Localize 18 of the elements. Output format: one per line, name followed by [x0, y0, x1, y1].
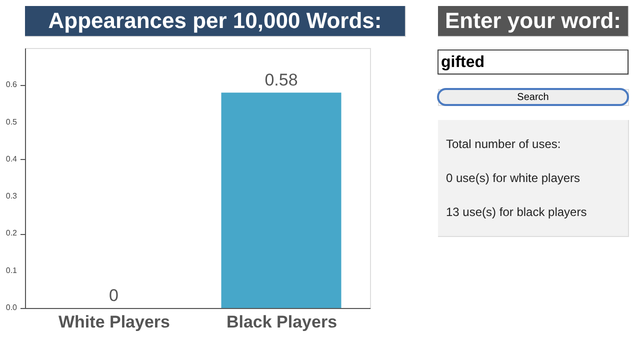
text: 13 use(s) for black players: [446, 205, 587, 220]
text: Search: [517, 92, 549, 103]
y-tick-label: 0.6: [6, 80, 18, 90]
y-tick-label: 0.2: [6, 228, 18, 238]
text: gifted: [441, 54, 485, 71]
x-tick-label: Black Players: [226, 312, 338, 332]
x-tick-label: White Players: [58, 312, 170, 332]
y-tick-label: 0.4: [6, 154, 18, 164]
text: 0 use(s) for white players: [446, 171, 580, 185]
y-tick-label: 0.1: [6, 266, 18, 275]
y-tick-label: 0.0: [6, 303, 18, 312]
y-tick-label: 0.5: [6, 117, 18, 126]
chart-title: Appearances per 10,000 Words:: [48, 8, 382, 33]
text: Total number of uses:: [446, 136, 561, 151]
data-label: 0.58: [264, 70, 298, 90]
text: Enter your word:: [444, 8, 622, 33]
y-tick-label: 0.3: [6, 192, 18, 201]
data-label: 0: [109, 286, 118, 305]
